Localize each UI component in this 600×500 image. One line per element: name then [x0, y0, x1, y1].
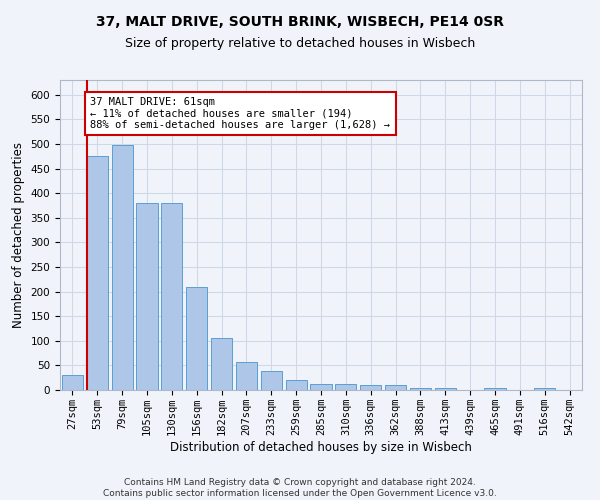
Bar [161, 203, 182, 390]
Bar [335, 384, 356, 390]
Bar [435, 388, 456, 390]
Y-axis label: Number of detached properties: Number of detached properties [12, 142, 25, 328]
X-axis label: Distribution of detached houses by size in Wisbech: Distribution of detached houses by size … [170, 440, 472, 454]
Bar [236, 362, 257, 390]
Text: Size of property relative to detached houses in Wisbech: Size of property relative to detached ho… [125, 38, 475, 51]
Bar [410, 388, 431, 390]
Text: Contains HM Land Registry data © Crown copyright and database right 2024.
Contai: Contains HM Land Registry data © Crown c… [103, 478, 497, 498]
Bar [484, 388, 506, 390]
Bar [186, 286, 207, 390]
Bar [112, 146, 133, 390]
Text: 37, MALT DRIVE, SOUTH BRINK, WISBECH, PE14 0SR: 37, MALT DRIVE, SOUTH BRINK, WISBECH, PE… [96, 15, 504, 29]
Bar [211, 338, 232, 390]
Bar [286, 380, 307, 390]
Bar [310, 384, 332, 390]
Bar [62, 375, 83, 390]
Bar [385, 385, 406, 390]
Bar [360, 385, 381, 390]
Bar [534, 388, 555, 390]
Bar [261, 372, 282, 390]
Bar [87, 156, 108, 390]
Text: 37 MALT DRIVE: 61sqm
← 11% of detached houses are smaller (194)
88% of semi-deta: 37 MALT DRIVE: 61sqm ← 11% of detached h… [91, 96, 391, 130]
Bar [136, 203, 158, 390]
